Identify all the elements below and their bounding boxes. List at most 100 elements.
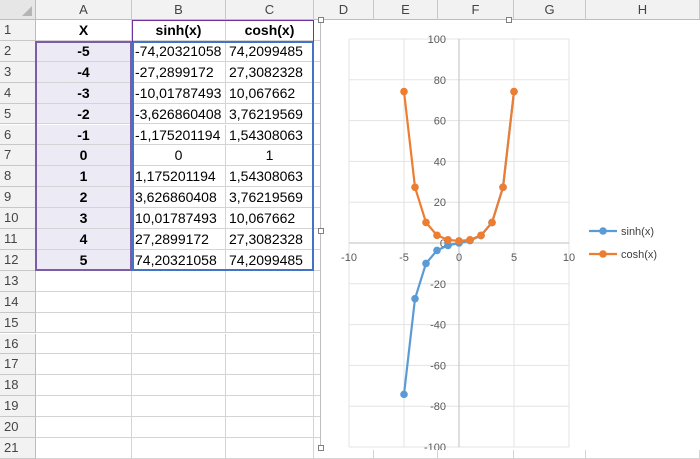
cell-c10[interactable]: 10,067662 bbox=[226, 208, 314, 229]
row-header-8[interactable]: 8 bbox=[0, 166, 36, 188]
cell-c11[interactable]: 27,3082328 bbox=[226, 229, 314, 250]
column-header-e[interactable]: E bbox=[374, 0, 438, 20]
cell-a8[interactable]: 1 bbox=[36, 166, 132, 188]
row-header-1[interactable]: 1 bbox=[0, 20, 36, 41]
row-header-6[interactable]: 6 bbox=[0, 124, 36, 146]
cell-b11[interactable]: 27,2899172 bbox=[132, 229, 226, 250]
cell-b18[interactable] bbox=[132, 375, 226, 397]
cell-a18[interactable] bbox=[36, 375, 132, 397]
y-tick-label: 20 bbox=[434, 197, 446, 209]
row-header-7[interactable]: 7 bbox=[0, 145, 36, 167]
cell-a12[interactable]: 5 bbox=[36, 249, 132, 271]
row-header-2[interactable]: 2 bbox=[0, 40, 36, 62]
cell-b8[interactable]: 1,175201194 bbox=[132, 166, 226, 188]
cell-a6[interactable]: -1 bbox=[36, 124, 132, 146]
column-header-c[interactable]: C bbox=[226, 0, 314, 20]
cell-b7[interactable]: 0 bbox=[132, 145, 226, 167]
cell-a11[interactable]: 4 bbox=[36, 229, 132, 250]
row-header-16[interactable]: 16 bbox=[0, 333, 36, 355]
row-header-9[interactable]: 9 bbox=[0, 187, 36, 209]
cell-b4[interactable]: -10,01787493 bbox=[132, 82, 226, 104]
cell-a9[interactable]: 2 bbox=[36, 187, 132, 209]
cell-a14[interactable] bbox=[36, 291, 132, 313]
cell-a15[interactable] bbox=[36, 312, 132, 334]
cell-a10[interactable]: 3 bbox=[36, 208, 132, 229]
row-header-20[interactable]: 20 bbox=[0, 417, 36, 438]
cell-c21[interactable] bbox=[226, 438, 314, 459]
chart-area[interactable]: -100 -80 -60 -40 -20 0 20 40 60 80 100 -10 -5 0 5 10 sin… bbox=[318, 17, 700, 451]
cell-b16[interactable] bbox=[132, 333, 226, 355]
row-header-3[interactable]: 3 bbox=[0, 61, 36, 83]
cell-a5[interactable]: -2 bbox=[36, 103, 132, 125]
row-header-5[interactable]: 5 bbox=[0, 103, 36, 125]
cell-a13[interactable] bbox=[36, 270, 132, 292]
cell-c7[interactable]: 1 bbox=[226, 145, 314, 167]
cell-b20[interactable] bbox=[132, 417, 226, 438]
cell-c9[interactable]: 3,76219569 bbox=[226, 187, 314, 209]
row-header-17[interactable]: 17 bbox=[0, 354, 36, 376]
cell-c16[interactable] bbox=[226, 333, 314, 355]
column-header-b[interactable]: B bbox=[132, 0, 226, 20]
cell-b21[interactable] bbox=[132, 438, 226, 459]
cell-c2[interactable]: 74,2099485 bbox=[226, 40, 314, 62]
row-header-10[interactable]: 10 bbox=[0, 208, 36, 229]
cell-c20[interactable] bbox=[226, 417, 314, 438]
row-header-15[interactable]: 15 bbox=[0, 312, 36, 334]
cell-c19[interactable] bbox=[226, 396, 314, 418]
cell-b14[interactable] bbox=[132, 291, 226, 313]
cell-a17[interactable] bbox=[36, 354, 132, 376]
cell-b10[interactable]: 10,01787493 bbox=[132, 208, 226, 229]
cell-c12[interactable]: 74,2099485 bbox=[226, 249, 314, 271]
column-header-g[interactable]: G bbox=[514, 0, 586, 20]
cell-a16[interactable] bbox=[36, 333, 132, 355]
cell-b19[interactable] bbox=[132, 396, 226, 418]
cell-c1[interactable]: cosh(x) bbox=[226, 20, 314, 41]
cell-a20[interactable] bbox=[36, 417, 132, 438]
cell-c18[interactable] bbox=[226, 375, 314, 397]
cell-a19[interactable] bbox=[36, 396, 132, 418]
cell-c17[interactable] bbox=[226, 354, 314, 376]
cell-b2[interactable]: -74,20321058 bbox=[132, 40, 226, 62]
cell-a2[interactable]: -5 bbox=[36, 40, 132, 62]
row-header-11[interactable]: 11 bbox=[0, 229, 36, 250]
row-header-19[interactable]: 19 bbox=[0, 396, 36, 418]
row-header-4[interactable]: 4 bbox=[0, 82, 36, 104]
cell-a21[interactable] bbox=[36, 438, 132, 459]
chart-resize-handle[interactable] bbox=[318, 228, 324, 234]
row-header-21[interactable]: 21 bbox=[0, 438, 36, 459]
column-header-h[interactable]: H bbox=[586, 0, 700, 20]
cell-a4[interactable]: -3 bbox=[36, 82, 132, 104]
cell-b1[interactable]: sinh(x) bbox=[132, 20, 226, 41]
chart-resize-handle[interactable] bbox=[318, 17, 324, 23]
cell-b5[interactable]: -3,626860408 bbox=[132, 103, 226, 125]
cell-b9[interactable]: 3,626860408 bbox=[132, 187, 226, 209]
cell-a3[interactable]: -4 bbox=[36, 61, 132, 83]
select-all-corner[interactable] bbox=[0, 0, 36, 20]
cell-b3[interactable]: -27,2899172 bbox=[132, 61, 226, 83]
row-header-18[interactable]: 18 bbox=[0, 375, 36, 397]
cell-a7[interactable]: 0 bbox=[36, 145, 132, 167]
cell-c8[interactable]: 1,54308063 bbox=[226, 166, 314, 188]
row-header-14[interactable]: 14 bbox=[0, 291, 36, 313]
cell-c13[interactable] bbox=[226, 270, 314, 292]
cell-a1[interactable]: X bbox=[36, 20, 132, 41]
cell-c14[interactable] bbox=[226, 291, 314, 313]
chart-resize-handle[interactable] bbox=[318, 445, 324, 451]
cell-b13[interactable] bbox=[132, 270, 226, 292]
chart-resize-handle[interactable] bbox=[506, 17, 512, 23]
cell-c5[interactable]: 3,76219569 bbox=[226, 103, 314, 125]
column-header-a[interactable]: A bbox=[36, 0, 132, 20]
cell-c15[interactable] bbox=[226, 312, 314, 334]
cell-b15[interactable] bbox=[132, 312, 226, 334]
data-point bbox=[510, 87, 518, 96]
column-header-d[interactable]: D bbox=[314, 0, 374, 20]
row-header-13[interactable]: 13 bbox=[0, 270, 36, 292]
column-header-f[interactable]: F bbox=[438, 0, 514, 20]
cell-b17[interactable] bbox=[132, 354, 226, 376]
row-header-12[interactable]: 12 bbox=[0, 249, 36, 271]
cell-b6[interactable]: -1,175201194 bbox=[132, 124, 226, 146]
cell-b12[interactable]: 74,20321058 bbox=[132, 249, 226, 271]
cell-c4[interactable]: 10,067662 bbox=[226, 82, 314, 104]
cell-c3[interactable]: 27,3082328 bbox=[226, 61, 314, 83]
cell-c6[interactable]: 1,54308063 bbox=[226, 124, 314, 146]
